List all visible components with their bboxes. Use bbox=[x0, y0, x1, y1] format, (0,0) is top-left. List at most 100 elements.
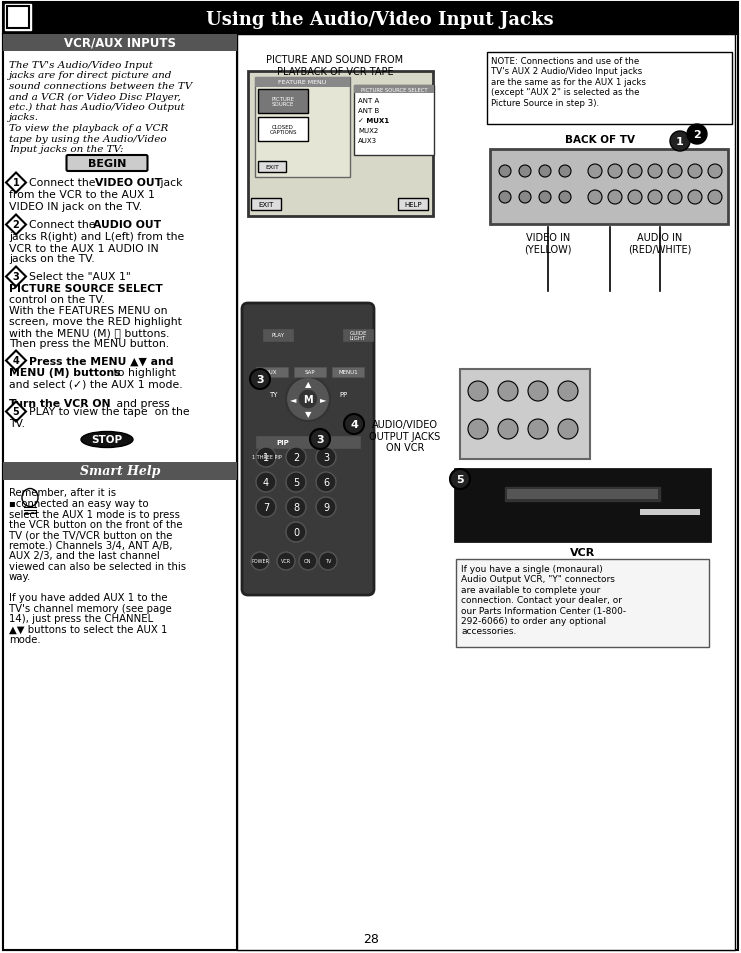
Polygon shape bbox=[6, 267, 26, 287]
Circle shape bbox=[316, 497, 336, 517]
Ellipse shape bbox=[81, 432, 133, 448]
Text: etc.) that has Audio/Video Output: etc.) that has Audio/Video Output bbox=[9, 103, 185, 112]
Polygon shape bbox=[6, 173, 26, 193]
Text: to highlight: to highlight bbox=[110, 368, 176, 378]
Text: 7: 7 bbox=[263, 502, 269, 513]
Text: 5: 5 bbox=[456, 475, 464, 484]
Bar bbox=[460, 370, 590, 459]
Text: ▲: ▲ bbox=[305, 380, 311, 389]
Text: The TV's Audio/Video Input: The TV's Audio/Video Input bbox=[9, 61, 153, 70]
Text: ON: ON bbox=[305, 558, 312, 564]
Bar bbox=[251, 199, 281, 211]
Polygon shape bbox=[6, 215, 26, 235]
Circle shape bbox=[250, 370, 270, 390]
Bar bbox=[258, 118, 308, 142]
Text: 28: 28 bbox=[363, 933, 379, 945]
Text: TV's channel memory (see page: TV's channel memory (see page bbox=[9, 603, 172, 614]
Text: mode.: mode. bbox=[9, 635, 41, 645]
Circle shape bbox=[468, 419, 488, 439]
Text: AUDIO IN
(RED/WHITE): AUDIO IN (RED/WHITE) bbox=[628, 233, 691, 254]
Text: 8: 8 bbox=[293, 502, 299, 513]
Text: STOP: STOP bbox=[91, 435, 122, 445]
Text: 1: 1 bbox=[263, 453, 269, 462]
Bar bbox=[354, 86, 434, 94]
Text: TV: TV bbox=[325, 558, 331, 564]
Text: AUX 2/3, and the last channel: AUX 2/3, and the last channel bbox=[9, 551, 160, 561]
Text: and select (✓) the AUX 1 mode.: and select (✓) the AUX 1 mode. bbox=[9, 379, 182, 389]
Text: ✓ MUX1: ✓ MUX1 bbox=[358, 118, 389, 124]
Text: jacks are for direct picture and: jacks are for direct picture and bbox=[9, 71, 173, 80]
Text: AUX3: AUX3 bbox=[358, 138, 377, 144]
Text: VIDEO IN
(YELLOW): VIDEO IN (YELLOW) bbox=[524, 233, 572, 254]
Circle shape bbox=[670, 132, 690, 152]
FancyBboxPatch shape bbox=[242, 304, 374, 596]
Text: 3: 3 bbox=[13, 273, 19, 282]
Circle shape bbox=[256, 497, 276, 517]
Circle shape bbox=[286, 522, 306, 542]
Text: Input jacks on the TV:: Input jacks on the TV: bbox=[9, 145, 124, 153]
Text: VCR: VCR bbox=[281, 558, 291, 564]
Text: TV (or the TV/VCR button on the: TV (or the TV/VCR button on the bbox=[9, 530, 173, 540]
Bar bbox=[640, 510, 700, 516]
Text: select the AUX 1 mode is to press: select the AUX 1 mode is to press bbox=[9, 509, 180, 519]
Bar bbox=[256, 368, 288, 377]
Circle shape bbox=[316, 448, 336, 468]
Polygon shape bbox=[6, 402, 26, 422]
Text: MENU (M) buttons: MENU (M) buttons bbox=[9, 368, 121, 378]
Circle shape bbox=[256, 473, 276, 493]
FancyBboxPatch shape bbox=[67, 156, 147, 172]
Bar bbox=[490, 150, 728, 225]
Bar bbox=[263, 330, 293, 341]
Circle shape bbox=[286, 497, 306, 517]
Circle shape bbox=[468, 381, 488, 401]
Text: ►: ► bbox=[320, 395, 326, 404]
Text: Connect the: Connect the bbox=[29, 220, 99, 231]
Bar bbox=[255, 78, 350, 178]
Circle shape bbox=[498, 419, 518, 439]
Text: jacks on the TV.: jacks on the TV. bbox=[9, 254, 95, 264]
Text: sound connections between the TV: sound connections between the TV bbox=[9, 82, 192, 91]
Circle shape bbox=[277, 553, 295, 571]
Bar bbox=[5, 5, 31, 30]
Bar bbox=[237, 35, 735, 950]
Text: 3: 3 bbox=[316, 435, 324, 444]
Circle shape bbox=[316, 473, 336, 493]
Bar bbox=[398, 199, 428, 211]
Circle shape bbox=[708, 191, 722, 205]
Bar bbox=[294, 368, 326, 377]
Text: PP: PP bbox=[339, 392, 347, 397]
Bar bbox=[332, 368, 364, 377]
Circle shape bbox=[539, 192, 551, 204]
Text: Turn the VCR ON: Turn the VCR ON bbox=[9, 399, 110, 409]
Text: M: M bbox=[303, 395, 313, 405]
Text: Select the "AUX 1": Select the "AUX 1" bbox=[29, 273, 130, 282]
Circle shape bbox=[298, 390, 318, 410]
Text: MENU1: MENU1 bbox=[338, 370, 358, 375]
Bar bbox=[3, 35, 237, 950]
Circle shape bbox=[588, 165, 602, 179]
Text: MUX2: MUX2 bbox=[358, 128, 378, 133]
Circle shape bbox=[558, 419, 578, 439]
Circle shape bbox=[256, 448, 276, 468]
Text: 4: 4 bbox=[13, 356, 19, 366]
Circle shape bbox=[708, 165, 722, 179]
Bar bbox=[248, 71, 433, 216]
Bar bbox=[3, 35, 237, 52]
Text: Then press the MENU button.: Then press the MENU button. bbox=[9, 339, 169, 349]
Text: HELP: HELP bbox=[404, 202, 422, 208]
Bar bbox=[354, 86, 434, 156]
Circle shape bbox=[668, 165, 682, 179]
Bar bbox=[258, 162, 286, 172]
Circle shape bbox=[539, 166, 551, 178]
Text: 1: 1 bbox=[676, 137, 684, 147]
Circle shape bbox=[628, 165, 642, 179]
Text: 3: 3 bbox=[323, 453, 329, 462]
Bar bbox=[255, 78, 350, 88]
Text: PICTURE SOURCE SELECT: PICTURE SOURCE SELECT bbox=[9, 284, 163, 294]
Text: 4: 4 bbox=[350, 419, 358, 430]
Polygon shape bbox=[6, 351, 26, 371]
Text: TV.: TV. bbox=[9, 419, 25, 429]
Text: AUX: AUX bbox=[266, 370, 278, 375]
Text: ▲▼ buttons to select the AUX 1: ▲▼ buttons to select the AUX 1 bbox=[9, 624, 167, 635]
Text: If you have added AUX 1 to the: If you have added AUX 1 to the bbox=[9, 593, 167, 603]
